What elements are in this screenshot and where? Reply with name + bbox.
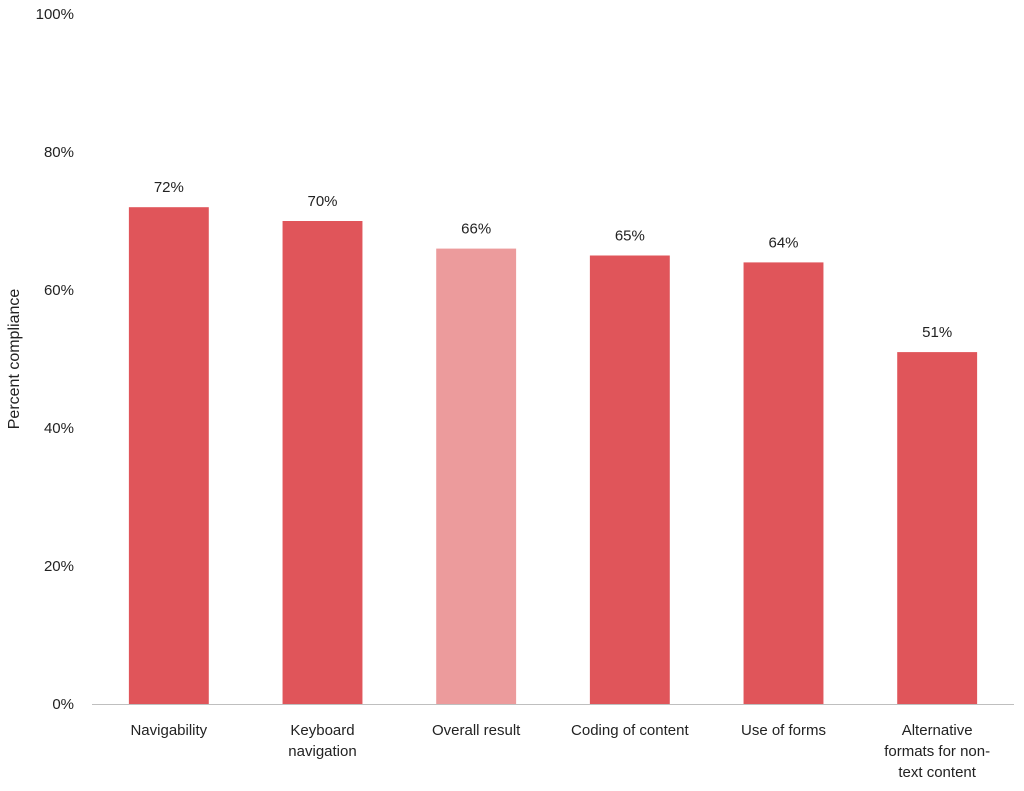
data-label: 72% — [154, 179, 184, 196]
category-label-line: navigation — [288, 743, 356, 760]
category-label: Navigability — [130, 722, 207, 739]
bars-group: 72% 70% 66% 65% 64% 51% — [128, 179, 978, 704]
bar — [589, 255, 670, 704]
y-tick-label: 0% — [52, 696, 74, 713]
category-label: Overall result — [432, 722, 521, 739]
bar — [897, 352, 978, 704]
category-label-line: text content — [898, 764, 976, 781]
category-label-line: formats for non- — [884, 743, 990, 760]
category-label: Keyboard navigation — [288, 722, 356, 760]
category-label: Coding of content — [571, 722, 689, 739]
category-label-line: Navigability — [130, 722, 207, 739]
bar — [128, 207, 209, 704]
bar — [743, 262, 824, 704]
data-label: 51% — [922, 324, 952, 341]
bar — [282, 221, 363, 704]
y-tick-label: 100% — [36, 6, 74, 23]
y-tick-label: 80% — [44, 144, 74, 161]
data-label: 70% — [307, 193, 337, 210]
data-label: 64% — [768, 234, 798, 251]
y-axis-title: Percent compliance — [6, 289, 23, 430]
y-tick-label: 40% — [44, 420, 74, 437]
y-axis: 0% 20% 40% 60% 80% 100% — [36, 6, 74, 713]
category-label: Alternative formats for non-text content — [884, 722, 990, 781]
y-tick-label: 20% — [44, 558, 74, 575]
category-label-line: Overall result — [432, 722, 521, 739]
bar — [436, 248, 517, 704]
category-label-line: Use of forms — [741, 722, 826, 739]
x-axis: Navigability Keyboard navigation Overall re… — [130, 722, 990, 781]
category-label-line: Coding of content — [571, 722, 689, 739]
data-label: 66% — [461, 221, 491, 238]
data-label: 65% — [615, 228, 645, 245]
category-label-line: Alternative — [902, 722, 973, 739]
y-tick-label: 60% — [44, 282, 74, 299]
category-label: Use of forms — [741, 722, 826, 739]
category-label-line: Keyboard — [290, 722, 354, 739]
